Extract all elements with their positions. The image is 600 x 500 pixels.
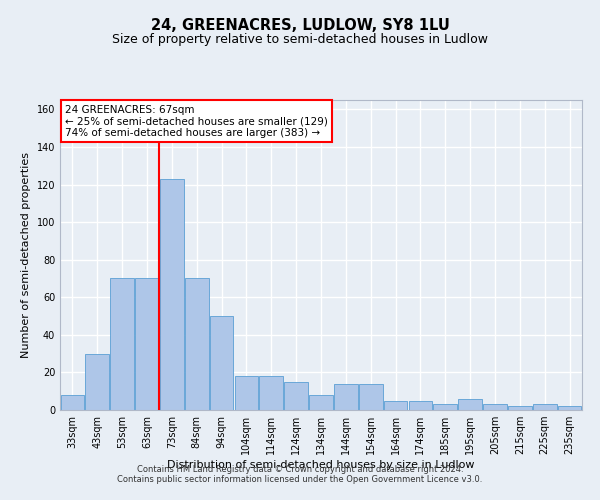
Bar <box>210 316 233 410</box>
Bar <box>135 278 159 410</box>
Text: Size of property relative to semi-detached houses in Ludlow: Size of property relative to semi-detach… <box>112 32 488 46</box>
Bar <box>359 384 383 410</box>
Bar <box>334 384 358 410</box>
Bar <box>409 400 432 410</box>
Bar <box>160 179 184 410</box>
Text: Contains HM Land Registry data © Crown copyright and database right 2024.: Contains HM Land Registry data © Crown c… <box>137 466 463 474</box>
Bar <box>259 376 283 410</box>
Bar <box>483 404 507 410</box>
Bar <box>110 278 134 410</box>
Bar <box>508 406 532 410</box>
Y-axis label: Number of semi-detached properties: Number of semi-detached properties <box>21 152 31 358</box>
Bar <box>284 382 308 410</box>
Bar <box>185 278 209 410</box>
Text: 24 GREENACRES: 67sqm
← 25% of semi-detached houses are smaller (129)
74% of semi: 24 GREENACRES: 67sqm ← 25% of semi-detac… <box>65 104 328 138</box>
Bar <box>235 376 258 410</box>
Bar <box>61 395 84 410</box>
Bar <box>433 404 457 410</box>
Text: 24, GREENACRES, LUDLOW, SY8 1LU: 24, GREENACRES, LUDLOW, SY8 1LU <box>151 18 449 32</box>
X-axis label: Distribution of semi-detached houses by size in Ludlow: Distribution of semi-detached houses by … <box>167 460 475 470</box>
Text: Contains public sector information licensed under the Open Government Licence v3: Contains public sector information licen… <box>118 476 482 484</box>
Bar <box>85 354 109 410</box>
Bar <box>533 404 557 410</box>
Bar <box>309 395 333 410</box>
Bar <box>558 406 581 410</box>
Bar <box>458 398 482 410</box>
Bar <box>384 400 407 410</box>
